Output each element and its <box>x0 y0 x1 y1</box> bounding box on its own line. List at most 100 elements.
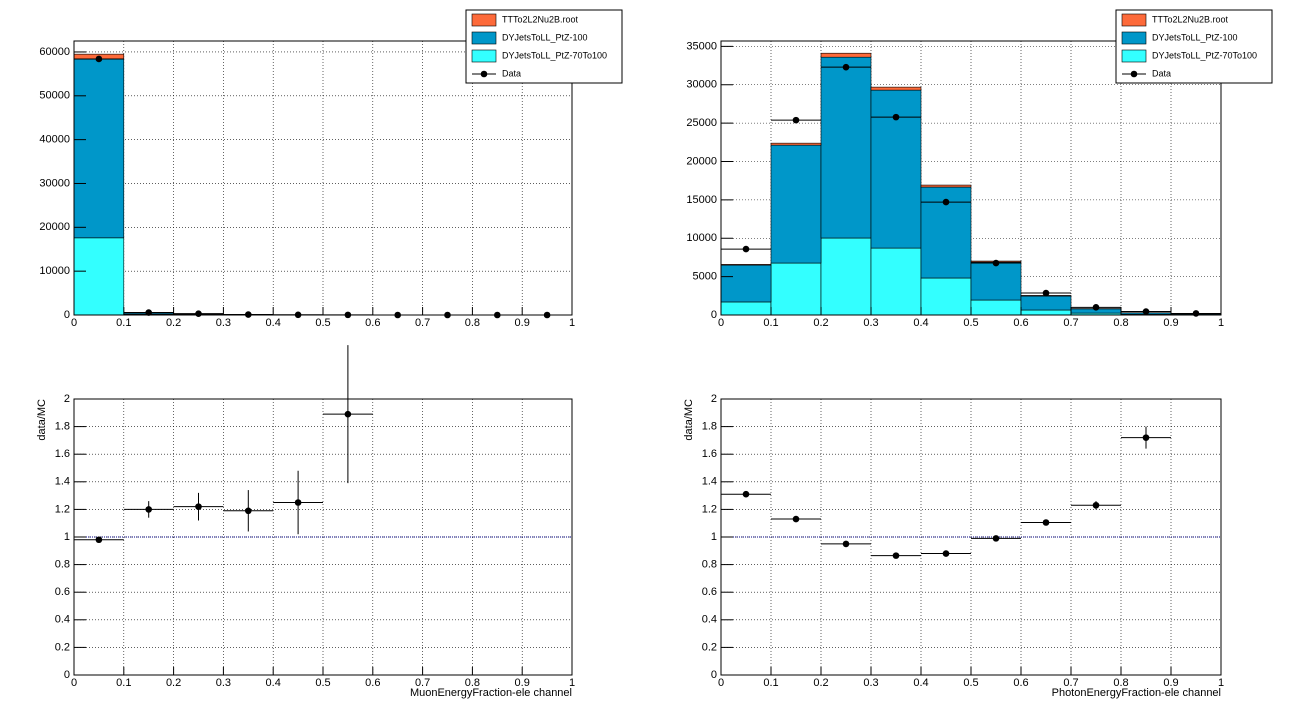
y-tick-label: 1 <box>64 531 70 543</box>
data-point <box>992 259 1000 267</box>
y-tick-label: 1.6 <box>55 448 70 460</box>
y-tick-label: 1.6 <box>702 448 717 460</box>
x-tick-label: 1 <box>1218 677 1224 689</box>
stack-bar <box>770 144 822 264</box>
data-point <box>1092 304 1100 311</box>
x-tick-label: 0.8 <box>465 677 480 689</box>
x-axis-title: MuonEnergyFraction-ele channel <box>410 687 572 699</box>
y-tick-label: 10000 <box>686 232 717 244</box>
x-tick-label: 1 <box>569 317 575 329</box>
stack-bar <box>920 184 972 188</box>
ratio-point <box>792 515 800 523</box>
data-point <box>792 116 800 124</box>
data-point <box>95 55 103 63</box>
y-tick-label: 20000 <box>39 221 70 233</box>
x-tick-label: 0.5 <box>963 677 978 689</box>
legend-label: Data <box>1152 68 1171 78</box>
legend-label: Data <box>502 68 521 78</box>
y-tick-label: 0.4 <box>55 614 70 626</box>
x-tick-label: 0.4 <box>266 317 281 329</box>
legend-swatch <box>471 49 497 63</box>
x-tick-label: 0.3 <box>216 317 231 329</box>
data-point <box>742 245 750 253</box>
stack-bar <box>870 247 922 316</box>
stack-bar <box>720 264 772 303</box>
stack-bar <box>770 262 822 316</box>
ratio-point <box>95 536 103 544</box>
legend-swatch <box>1121 49 1147 63</box>
x-tick-label: 0.7 <box>1063 317 1078 329</box>
x-tick-label: 0.6 <box>1013 677 1028 689</box>
y-tick-label: 5000 <box>693 271 717 283</box>
x-tick-label: 0.8 <box>1113 317 1128 329</box>
ratio-point <box>842 540 850 548</box>
stack-bar <box>970 299 1022 316</box>
y-tick-label: 1.2 <box>702 503 717 515</box>
legend-label: DYJetsToLL_PtZ-100 <box>502 32 588 42</box>
x-tick-label: 0.6 <box>365 677 380 689</box>
y-tick-label: 0 <box>64 309 70 321</box>
ratio-point <box>195 503 202 510</box>
stack-bar <box>770 142 822 146</box>
y-tick-label: 20000 <box>686 155 717 167</box>
stack-bar <box>73 58 125 239</box>
y-tick-label: 1.4 <box>702 476 717 488</box>
x-tick-label: 0 <box>71 677 77 689</box>
x-tick-label: 0.9 <box>1163 317 1178 329</box>
x-tick-label: 0.4 <box>913 677 928 689</box>
y-axis-title: data/MC <box>36 399 48 441</box>
ratio-point <box>942 550 950 557</box>
stack-bar <box>870 86 922 91</box>
stack-bar <box>820 52 872 58</box>
data-point <box>892 113 900 121</box>
stack-bar <box>720 301 772 316</box>
x-tick-label: 0.3 <box>863 677 878 689</box>
x-tick-label: 0.4 <box>913 317 928 329</box>
y-tick-label: 2 <box>711 393 717 405</box>
ratio-point <box>1042 519 1050 526</box>
y-tick-label: 1 <box>711 531 717 543</box>
x-tick-label: 0.7 <box>415 677 430 689</box>
ratio-point <box>1092 501 1100 509</box>
y-tick-label: 1.4 <box>55 476 70 488</box>
x-tick-label: 0.5 <box>963 317 978 329</box>
ratio-point <box>1142 434 1150 441</box>
data-point <box>1192 310 1200 317</box>
x-tick-label: 0.6 <box>1013 317 1028 329</box>
y-tick-label: 0 <box>64 669 70 681</box>
x-tick-label: 0.2 <box>166 317 181 329</box>
x-tick-label: 0.6 <box>365 317 380 329</box>
y-tick-label: 25000 <box>686 117 717 129</box>
data-point <box>1142 308 1150 315</box>
x-tick-label: 0.1 <box>763 677 778 689</box>
legend-swatch <box>471 13 497 27</box>
ratio-point <box>344 410 352 418</box>
y-tick-label: 1.2 <box>55 503 70 515</box>
ratio-point <box>892 552 900 559</box>
x-tick-label: 0.7 <box>415 317 430 329</box>
y-tick-label: 35000 <box>686 40 717 52</box>
legend-label: TTTo2L2Nu2B.root <box>1152 14 1229 24</box>
y-tick-label: 10000 <box>39 265 70 277</box>
legend-swatch <box>471 31 497 45</box>
legend-marker <box>480 70 488 78</box>
x-tick-label: 0.1 <box>763 317 778 329</box>
x-tick-label: 0.2 <box>813 677 828 689</box>
x-tick-label: 0.7 <box>1063 677 1078 689</box>
x-tick-label: 0 <box>718 317 724 329</box>
y-tick-label: 0.2 <box>55 641 70 653</box>
legend-label: DYJetsToLL_PtZ-70To100 <box>1152 50 1257 60</box>
y-tick-label: 50000 <box>39 90 70 102</box>
y-tick-label: 30000 <box>39 177 70 189</box>
y-tick-label: 60000 <box>39 46 70 58</box>
x-tick-label: 1 <box>1218 317 1224 329</box>
y-tick-label: 0.6 <box>55 586 70 598</box>
x-tick-label: 1 <box>569 677 575 689</box>
data-point <box>1042 289 1050 297</box>
x-axis-title: PhotonEnergyFraction-ele channel <box>1052 687 1221 699</box>
stack-bar <box>73 237 125 316</box>
y-tick-label: 0 <box>711 309 717 321</box>
x-tick-label: 0.1 <box>116 677 131 689</box>
legend-label: DYJetsToLL_PtZ-70To100 <box>502 50 607 60</box>
